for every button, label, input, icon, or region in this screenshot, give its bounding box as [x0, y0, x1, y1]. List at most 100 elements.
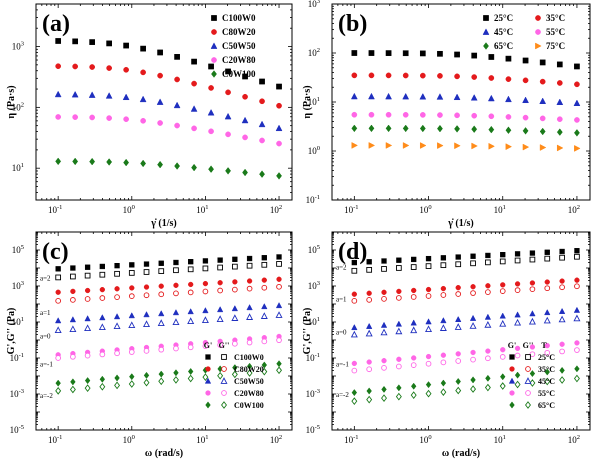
data-point-loss	[158, 377, 165, 386]
legend-marker-loss	[220, 377, 228, 384]
data-point-storage	[514, 281, 521, 287]
data-point-loss	[246, 369, 253, 377]
data-point-storage	[574, 340, 580, 346]
data-point-storage	[529, 280, 536, 286]
legend-label: 65°C	[494, 41, 513, 51]
series-4	[351, 365, 580, 406]
legend-marker-storage	[205, 390, 211, 396]
data-point	[368, 111, 375, 118]
legend-marker	[210, 42, 218, 49]
data-point-loss	[54, 326, 62, 334]
data-point-storage	[188, 281, 194, 288]
data-point-loss	[455, 358, 462, 364]
shift-factor-label: a=0	[336, 328, 347, 336]
data-point	[140, 159, 147, 168]
legend-marker-loss	[525, 366, 531, 372]
data-point	[488, 142, 495, 150]
data-point-storage	[529, 370, 536, 378]
series-4	[55, 157, 282, 180]
data-point	[505, 114, 512, 120]
data-point-loss	[202, 265, 209, 272]
data-point	[385, 50, 392, 56]
data-point-storage	[440, 352, 447, 358]
legend-marker	[482, 28, 490, 35]
data-point	[539, 97, 547, 104]
data-point-loss	[351, 297, 358, 304]
legend-label: 35°C	[546, 13, 565, 23]
legend-marker-loss	[221, 401, 227, 409]
data-point-loss	[128, 380, 135, 388]
x-tick-label: 102	[270, 434, 282, 445]
data-point-loss	[158, 291, 165, 298]
data-point-loss	[470, 356, 476, 363]
data-point-storage	[544, 249, 550, 255]
data-point-loss	[276, 283, 282, 290]
data-point-loss	[529, 256, 536, 263]
data-point-loss	[232, 340, 238, 347]
data-point	[470, 94, 478, 101]
data-point	[225, 89, 231, 96]
data-point-loss	[470, 290, 476, 296]
y-tick-label: 10-1	[306, 352, 320, 363]
legend-label: C20W80	[234, 389, 264, 398]
data-point	[241, 116, 249, 124]
data-point-storage	[425, 255, 432, 262]
legend-marker-loss	[525, 354, 531, 360]
data-point-loss	[410, 391, 417, 399]
data-point-storage	[173, 259, 179, 266]
data-point-storage	[158, 283, 164, 289]
data-point-loss	[365, 329, 373, 337]
data-point-loss	[514, 257, 521, 264]
data-point-loss	[261, 261, 268, 268]
y-tick-label: 103	[308, 0, 320, 9]
data-point-loss	[470, 260, 476, 267]
shift-factor-label: a=-2	[40, 392, 53, 400]
data-point-loss	[84, 324, 92, 332]
data-point-loss	[55, 386, 62, 395]
data-point-storage	[202, 258, 209, 264]
y-tick-label: 10-5	[10, 424, 24, 435]
data-point-storage	[396, 384, 402, 392]
legend-marker-storage	[509, 401, 515, 409]
data-point	[385, 142, 393, 149]
data-point-storage	[455, 315, 462, 323]
data-point	[208, 63, 214, 70]
data-point-storage	[366, 290, 372, 296]
y-tick-label: 10-3	[10, 388, 24, 399]
data-point-storage	[381, 258, 387, 264]
legend-marker	[483, 42, 489, 50]
data-point-loss	[395, 327, 403, 335]
data-point-loss	[440, 359, 447, 366]
data-point-loss	[573, 374, 580, 383]
data-point-loss	[173, 290, 179, 297]
legend-label: 55°C	[538, 389, 555, 398]
legend-label: 55°C	[546, 27, 565, 37]
data-point	[54, 90, 62, 98]
data-point-storage	[351, 259, 357, 266]
data-point	[454, 125, 460, 133]
data-point	[556, 128, 563, 136]
data-point	[123, 158, 130, 167]
data-point	[106, 40, 112, 47]
data-point	[157, 49, 163, 56]
legend: G' G'' T 25°C 35°C 45°C 55°C 65°C	[508, 341, 555, 410]
data-point-loss	[70, 297, 76, 303]
data-point-loss	[410, 326, 418, 334]
data-point-storage	[173, 282, 179, 288]
data-point-storage	[276, 254, 282, 260]
data-point-loss	[574, 253, 580, 260]
series-0	[351, 248, 580, 274]
shift-factor-label: a=-1	[336, 360, 349, 368]
data-point-storage	[529, 250, 536, 256]
data-point-loss	[84, 352, 91, 359]
y-tick-label: 105	[308, 244, 320, 255]
data-point	[191, 58, 197, 65]
legend-label: C80W20	[234, 365, 264, 374]
data-point-loss	[514, 318, 522, 326]
data-point-storage	[455, 285, 461, 291]
data-point	[522, 57, 529, 64]
data-point	[259, 98, 265, 105]
data-point	[157, 120, 163, 126]
data-point-loss	[380, 328, 388, 336]
data-point-storage	[469, 314, 477, 321]
